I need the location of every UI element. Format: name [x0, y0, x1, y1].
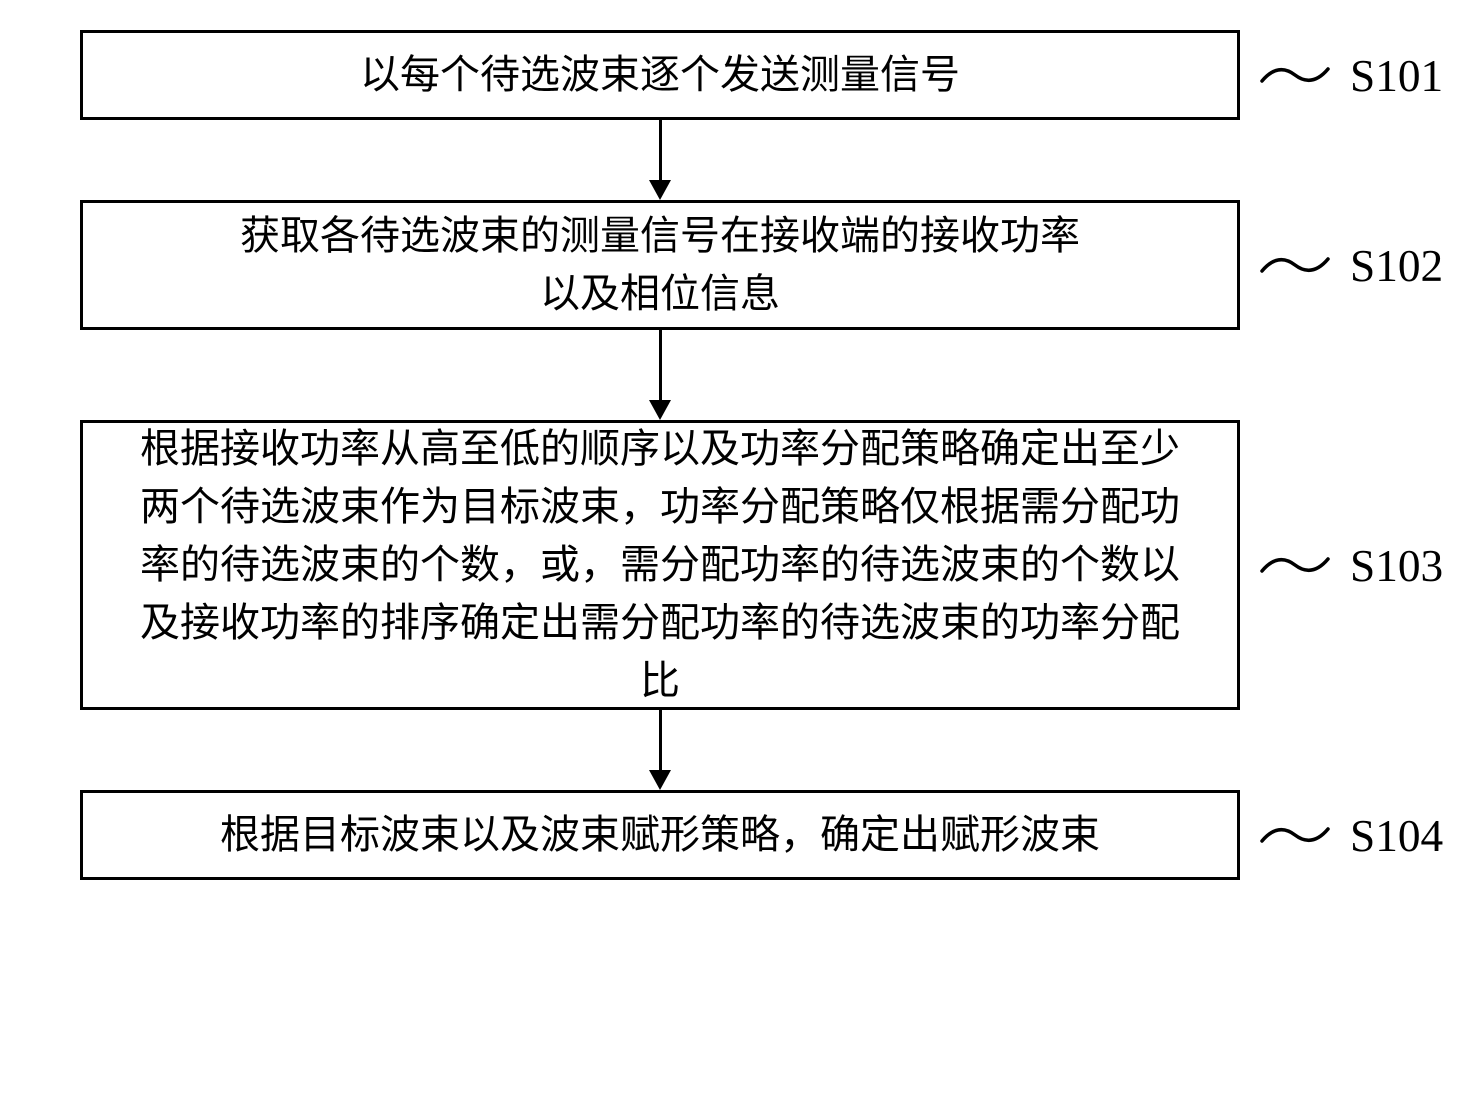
arrow-line	[659, 330, 662, 400]
arrow-head-icon	[649, 400, 671, 420]
step-text-line: 率的待选波束的个数，或，需分配功率的待选波束的个数以	[140, 536, 1180, 594]
flow-step-s101: 以每个待选波束逐个发送测量信号	[80, 30, 1240, 120]
flowchart-container: 以每个待选波束逐个发送测量信号获取各待选波束的测量信号在接收端的接收功率以及相位…	[80, 30, 1240, 880]
arrow-head-icon	[649, 770, 671, 790]
step-text-line: 以及相位信息	[540, 265, 780, 323]
connector-tilde	[1260, 64, 1330, 86]
step-text-line: 比	[640, 652, 680, 710]
step-text-line: 根据接收功率从高至低的顺序以及功率分配策略确定出至少	[140, 420, 1180, 478]
step-text-line: 及接收功率的排序确定出需分配功率的待选波束的功率分配	[140, 594, 1180, 652]
flow-step-s103: 根据接收功率从高至低的顺序以及功率分配策略确定出至少两个待选波束作为目标波束，功…	[80, 420, 1240, 710]
step-label: S101	[1350, 50, 1443, 102]
step-label: S102	[1350, 240, 1443, 292]
flow-arrow	[80, 120, 1240, 200]
connector-tilde	[1260, 824, 1330, 846]
step-label: S103	[1350, 540, 1443, 592]
connector-tilde	[1260, 554, 1330, 576]
flow-step-s102: 获取各待选波束的测量信号在接收端的接收功率以及相位信息	[80, 200, 1240, 330]
arrow-line	[659, 710, 662, 770]
step-text-line: 以每个待选波束逐个发送测量信号	[360, 46, 960, 104]
arrow-line	[659, 120, 662, 180]
arrow-head-icon	[649, 180, 671, 200]
step-text-line: 根据目标波束以及波束赋形策略，确定出赋形波束	[220, 806, 1100, 864]
flow-step-s104: 根据目标波束以及波束赋形策略，确定出赋形波束	[80, 790, 1240, 880]
step-label: S104	[1350, 810, 1443, 862]
step-text-line: 获取各待选波束的测量信号在接收端的接收功率	[240, 207, 1080, 265]
flow-arrow	[80, 330, 1240, 420]
flow-arrow	[80, 710, 1240, 790]
connector-tilde	[1260, 254, 1330, 276]
step-text-line: 两个待选波束作为目标波束，功率分配策略仅根据需分配功	[140, 478, 1180, 536]
